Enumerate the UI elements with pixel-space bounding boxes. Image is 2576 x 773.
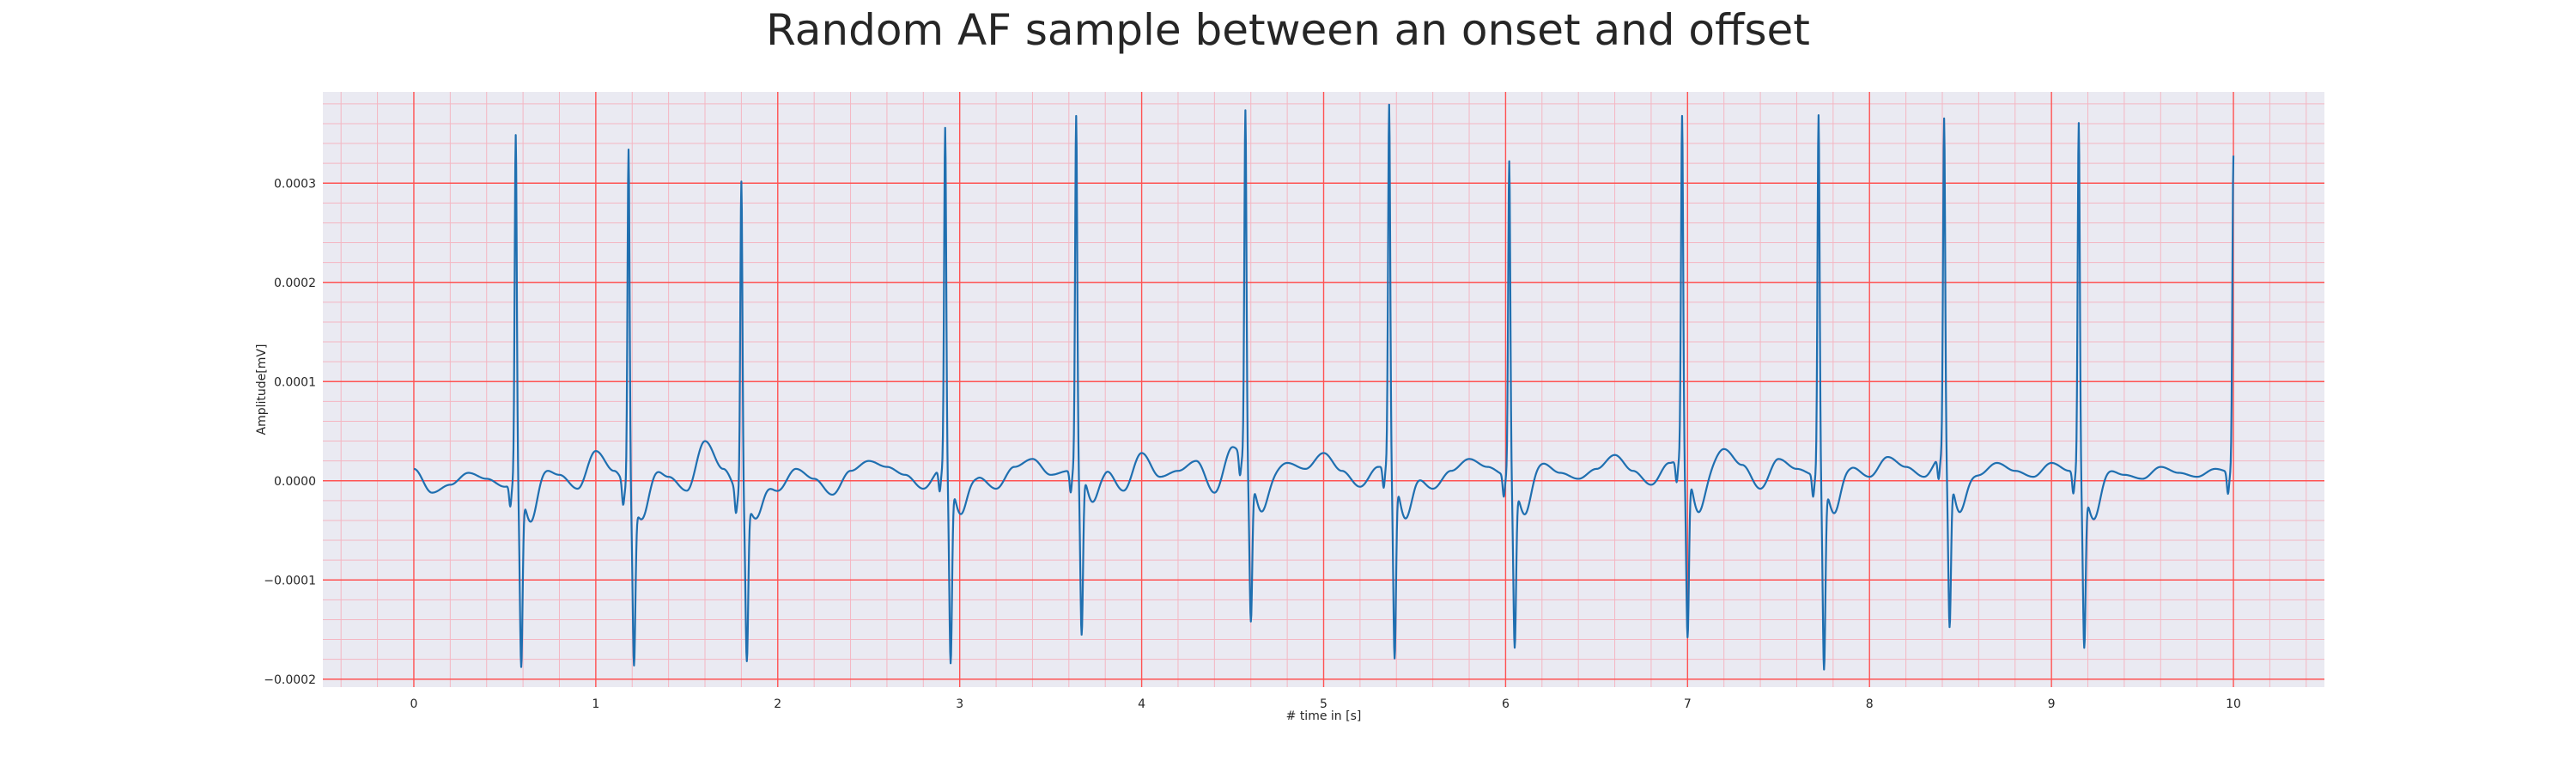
y-tick-label: 0.0000: [274, 475, 316, 489]
x-tick-label: 0: [410, 697, 417, 711]
y-tick-label: −0.0002: [264, 673, 316, 687]
x-tick-label: 1: [592, 697, 599, 711]
y-tick-label: 0.0002: [274, 277, 316, 290]
x-tick-label: 9: [2048, 697, 2056, 711]
x-tick-label: 10: [2226, 697, 2241, 711]
y-axis-label: Amplitude[mV]: [255, 344, 269, 435]
chart-title: Random AF sample between an onset and of…: [766, 5, 1810, 55]
ecg-signal-line: [413, 103, 2235, 671]
series-layer: [413, 103, 2235, 671]
x-axis-label: # time in [s]: [1286, 709, 1362, 723]
x-tick-label: 7: [1684, 697, 1692, 711]
x-tick-label: 2: [774, 697, 781, 711]
x-axis-ticks: 0 1 2 3 4 5 6 7 8 9 10: [410, 697, 2240, 711]
y-axis-ticks: −0.0002 −0.0001 0.0000 0.0001 0.0002 0.0003: [264, 177, 316, 687]
y-tick-label: 0.0001: [274, 375, 316, 389]
y-tick-label: 0.0003: [274, 177, 316, 191]
x-tick-label: 4: [1138, 697, 1145, 711]
x-tick-label: 6: [1502, 697, 1510, 711]
x-tick-label: 8: [1866, 697, 1874, 711]
x-tick-label: 5: [1320, 697, 1327, 711]
y-tick-label: −0.0001: [264, 574, 316, 587]
x-tick-label: 3: [956, 697, 963, 711]
